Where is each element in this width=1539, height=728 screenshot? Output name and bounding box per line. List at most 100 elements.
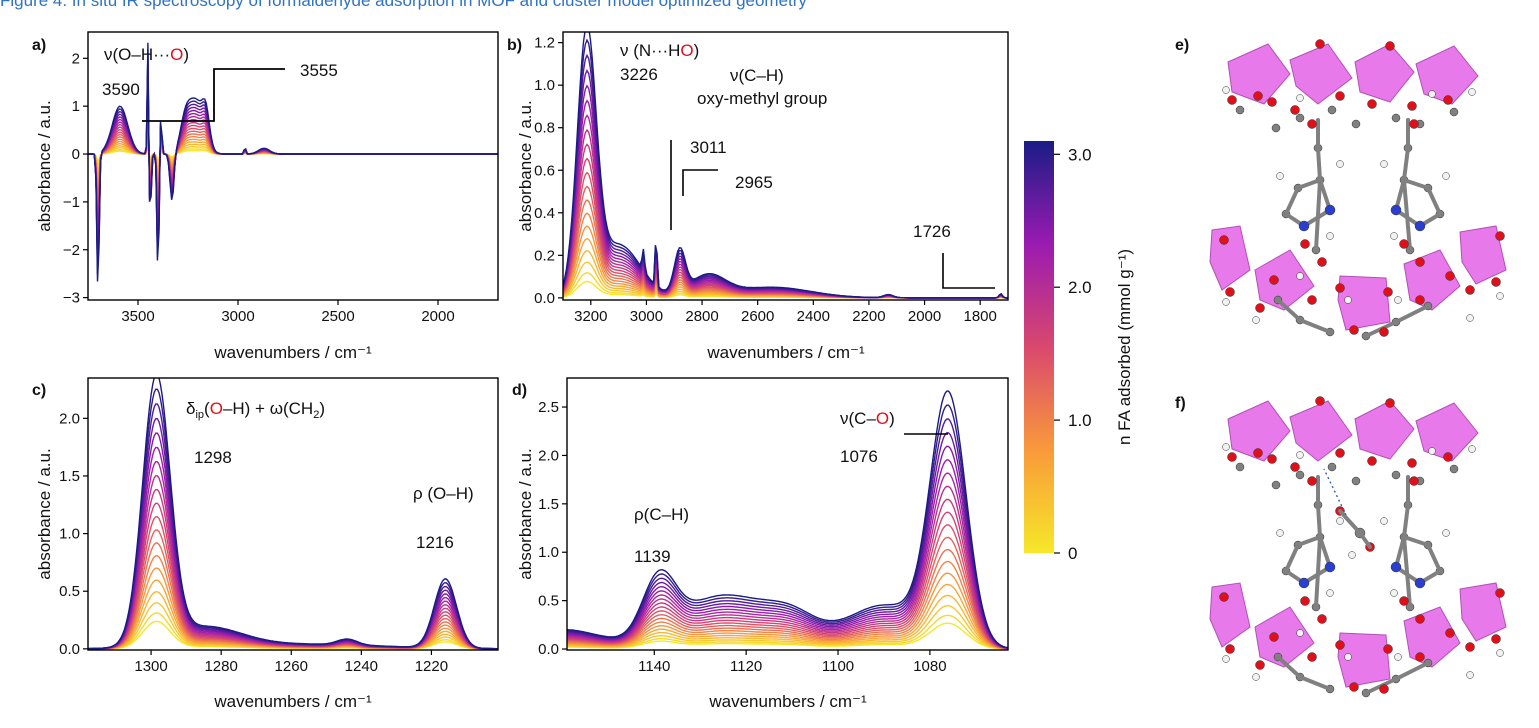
colorbar-tick-label: 2.0 [1068, 278, 1092, 297]
atom [1326, 589, 1334, 597]
atom [1495, 231, 1505, 241]
panel-c: c) 1300 1280 1260 1240 1220 0.0 0.5 1.0 1.5 2.0 w… [32, 377, 499, 711]
atom [1235, 105, 1245, 115]
annotation-oxy-methyl: oxy-methyl group [697, 89, 827, 108]
annotation-3226: 3226 [620, 65, 658, 84]
atom [1449, 464, 1459, 474]
x-tick-label: 1080 [913, 658, 946, 675]
panel-label-a: a) [32, 37, 46, 54]
plot-d-curves [567, 390, 1008, 650]
atom [1253, 448, 1263, 458]
bond [1394, 661, 1430, 681]
atom [1300, 596, 1310, 606]
bond [1402, 178, 1412, 252]
spectrum-curve [567, 524, 1008, 650]
atom [1227, 95, 1237, 105]
bond [1394, 304, 1430, 324]
y-tick-label: 1.5 [59, 468, 80, 485]
polyhedron [1459, 225, 1507, 285]
polyhedron [1254, 249, 1315, 311]
atom [1307, 476, 1317, 486]
marker-1726 [942, 253, 995, 289]
y-tick-label: 0.2 [534, 247, 555, 264]
atom [1253, 91, 1263, 101]
annotation-3555: 3555 [300, 61, 338, 80]
atom [1296, 451, 1304, 459]
atom [1336, 160, 1344, 168]
atom [1399, 239, 1409, 249]
polyhedron [1209, 225, 1251, 291]
structure-e: e) [1175, 37, 1507, 341]
bond [1296, 178, 1322, 190]
polyhedron [1254, 606, 1315, 668]
atom [1390, 589, 1398, 597]
atom [1409, 119, 1419, 129]
y-tick-label: 0 [72, 146, 80, 163]
polyhedron [1415, 45, 1479, 105]
y-tick-label: 1.0 [538, 544, 559, 561]
atom [1255, 660, 1265, 670]
annotation-1076: 1076 [840, 447, 878, 466]
atom [1465, 642, 1475, 652]
bond [1298, 318, 1332, 334]
colorbar-ticks: 3.0 2.0 1.0 0 [1054, 145, 1092, 563]
atom [1466, 671, 1474, 679]
y-tick-label: 2.0 [538, 447, 559, 464]
x-tick-label: 2200 [852, 308, 885, 325]
y-tick-label: 1.2 [534, 35, 555, 52]
spectrum-curve [563, 99, 1008, 299]
atom [1349, 682, 1359, 692]
bond [1358, 531, 1372, 549]
plot-a-axes: 3500 3000 2500 2000 −3 −2 −1 0 1 2 [63, 50, 455, 325]
atom [1466, 314, 1474, 322]
atom [1335, 640, 1345, 650]
plot-d-frame [566, 377, 1009, 651]
y-tick-label: 2.0 [59, 410, 80, 427]
y-tick-label: 0.6 [534, 162, 555, 179]
y-tick-label: 1.0 [534, 77, 555, 94]
plot-b-axes: 3200 3000 2800 2600 2400 2200 2000 1800 0.0 0.2 0.… [534, 35, 997, 325]
structure-f: f) [1175, 395, 1507, 698]
y-tick-label: 0.5 [59, 583, 80, 600]
bond [1338, 509, 1362, 535]
atom [1442, 529, 1450, 537]
atom [1348, 551, 1356, 559]
spectrum-curve [567, 583, 1008, 650]
atom [1407, 101, 1417, 111]
atom [1380, 160, 1388, 168]
spectrum-curve [563, 32, 1008, 299]
annotation-ip-bend: δip(O–H) + ω(CH2) [186, 399, 325, 421]
atom [1335, 283, 1345, 293]
atom [1296, 94, 1304, 102]
bond [1276, 298, 1302, 322]
spectrum-curve [563, 128, 1008, 299]
atom [1326, 232, 1334, 240]
atom [1269, 632, 1279, 642]
atom [1300, 239, 1310, 249]
atom [1415, 652, 1425, 662]
atom [1276, 172, 1284, 180]
x-tick-label: 2000 [908, 308, 941, 325]
atom [1335, 448, 1345, 458]
atom [1468, 88, 1476, 96]
hydrogen-bond [1323, 468, 1347, 516]
atom [1385, 398, 1395, 408]
spectrum-curve [567, 548, 1008, 650]
atom [1336, 517, 1344, 525]
y-tick-label: 0.4 [534, 205, 555, 222]
atom [1271, 123, 1281, 133]
spectrum-curve [567, 431, 1008, 649]
atom [1235, 462, 1245, 472]
polyhedron [1354, 43, 1415, 103]
spectrum-curve [567, 605, 1008, 650]
annotation-ch-stretch: ν(C–H) [730, 66, 784, 85]
plot-a-frame [87, 31, 499, 301]
atom [1383, 644, 1393, 654]
plot-b-curves [563, 32, 1008, 299]
x-tick-label: 3200 [574, 308, 607, 325]
atom [1351, 119, 1361, 129]
atom [1324, 204, 1336, 216]
atom [1267, 454, 1277, 464]
atom [1491, 277, 1501, 287]
atom [1222, 86, 1230, 94]
